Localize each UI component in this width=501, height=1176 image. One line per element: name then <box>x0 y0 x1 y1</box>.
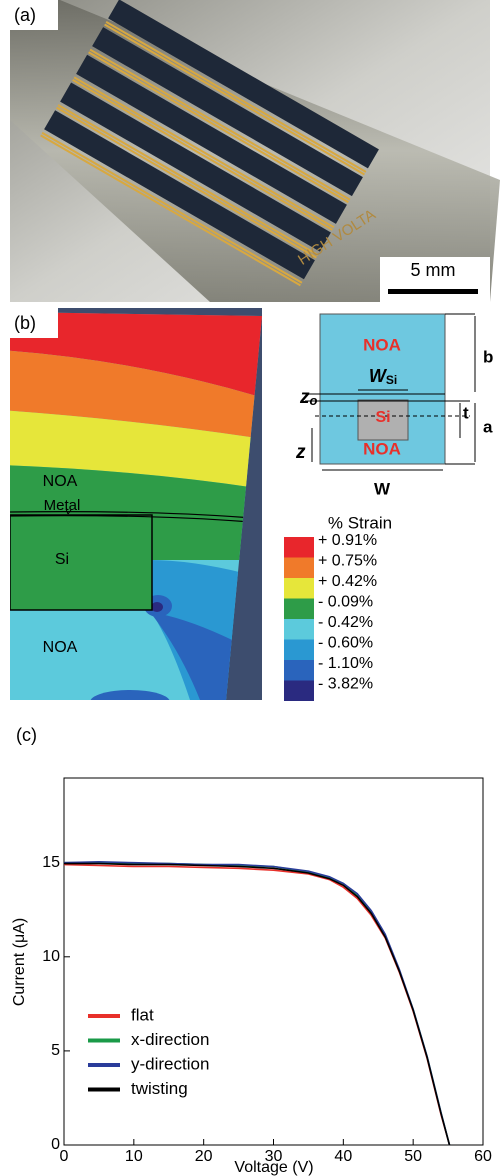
figure: HIGH VOLTA (a) 5 mm (b) NOA Metal Si NOA… <box>0 0 501 1176</box>
schematic-label: z <box>299 387 310 408</box>
panel-label: (a) <box>14 5 36 25</box>
legend-label: + 0.75% <box>318 553 377 570</box>
x-tick-label: 50 <box>404 1148 422 1165</box>
x-tick-label: 60 <box>474 1148 492 1165</box>
series-line <box>64 862 450 1145</box>
panel-label: (c) <box>16 725 37 745</box>
sim-label: NOA <box>43 639 78 656</box>
legend-swatch <box>284 558 314 579</box>
legend-swatch <box>284 640 314 661</box>
x-tick-label: 10 <box>125 1148 143 1165</box>
legend-label: flat <box>131 1005 154 1024</box>
legend-label: + 0.42% <box>318 573 377 590</box>
sim-label: Si <box>55 551 69 568</box>
legend-label: x-direction <box>131 1030 209 1049</box>
schematic-label: NOA <box>363 439 401 458</box>
schematic-label: z <box>295 442 306 463</box>
y-axis-label: Current (μA) <box>11 918 28 1006</box>
legend-swatch <box>284 619 314 640</box>
scale-bar <box>388 289 478 294</box>
schematic-label: o <box>310 393 318 408</box>
y-tick-label: 5 <box>51 1042 60 1059</box>
schematic-label: t <box>463 403 469 422</box>
schematic-label: b <box>483 347 493 366</box>
legend-swatch <box>284 599 314 620</box>
legend-title: % Strain <box>328 513 392 532</box>
schematic: NOA WSi zo Si t NOA z b a W <box>295 314 493 498</box>
legend-swatch <box>284 578 314 599</box>
scale-bar-label: 5 mm <box>411 260 456 280</box>
legend-swatch <box>284 660 314 681</box>
legend-label: + 0.91% <box>318 532 377 549</box>
photo: HIGH VOLTA (a) 5 mm <box>10 0 500 302</box>
series-line <box>64 863 450 1145</box>
schematic-label: W <box>374 479 391 498</box>
x-tick-label: 0 <box>60 1148 69 1165</box>
schematic-label: NOA <box>363 335 401 354</box>
plot-frame <box>64 778 483 1145</box>
x-tick-label: 40 <box>334 1148 352 1165</box>
chart: 0 10 20 30 40 50 60 0 5 10 15 flat x-direction y-dire… <box>42 778 492 1165</box>
x-tick-label: 20 <box>195 1148 213 1165</box>
series-line <box>64 865 450 1145</box>
x-tick-label: 30 <box>265 1148 283 1165</box>
panel-label: (b) <box>14 313 36 333</box>
legend-label: - 0.60% <box>318 635 373 652</box>
legend-swatch <box>284 681 314 702</box>
legend-label: - 1.10% <box>318 655 373 672</box>
sim-label: Metal <box>44 497 81 514</box>
legend-swatch <box>284 537 314 558</box>
legend-label: y-direction <box>131 1054 209 1073</box>
schematic-label: a <box>483 417 493 436</box>
schematic-label: zo <box>299 387 318 408</box>
sim-label: NOA <box>43 473 78 490</box>
strain-legend: + 0.91% + 0.75% + 0.42% - 0.09% - 0.42% - 0.6… <box>284 532 377 701</box>
legend-label: - 3.82% <box>318 676 373 693</box>
schematic-label: Si <box>386 373 397 387</box>
series-line <box>64 864 450 1145</box>
y-tick-label: 0 <box>51 1136 60 1153</box>
y-tick-label: 10 <box>42 948 60 965</box>
simulation: (b) NOA Metal Si NOA <box>0 300 270 714</box>
legend-label: - 0.42% <box>318 614 373 631</box>
legend-label: - 0.09% <box>318 594 373 611</box>
schematic-label: Si <box>375 409 390 426</box>
y-tick-label: 15 <box>42 854 60 871</box>
legend-label: twisting <box>131 1079 188 1098</box>
